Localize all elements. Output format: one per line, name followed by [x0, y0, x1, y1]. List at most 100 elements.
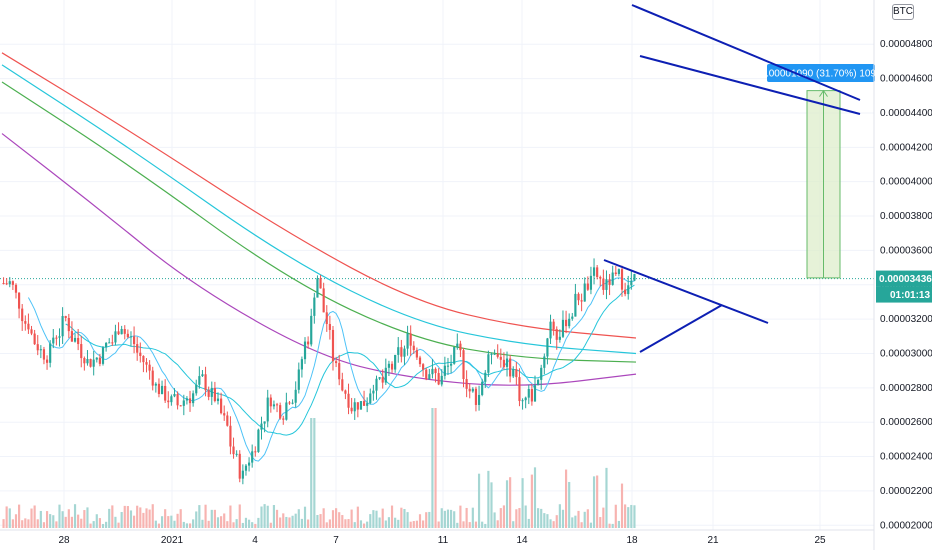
volume-bar [123, 505, 126, 528]
candle-body [45, 359, 49, 363]
volume-bar [362, 523, 366, 528]
candle-body [77, 337, 80, 345]
volume-bar [21, 520, 24, 528]
y-tick-label: 0.00004800 [880, 39, 932, 50]
candle-body [390, 363, 394, 370]
volume-bar [543, 513, 546, 528]
volume-bar [108, 508, 111, 528]
volume-bar [505, 480, 509, 528]
volume-bar [173, 520, 176, 528]
volume-bar [55, 521, 58, 528]
volume-bar [328, 519, 331, 528]
candle-body [294, 389, 297, 403]
volume-bar [509, 477, 512, 528]
volume-bar [499, 508, 502, 528]
candle-body [403, 348, 406, 357]
candle-body [512, 369, 515, 377]
y-tick-label: 0.00003600 [880, 245, 932, 256]
volume-bar [568, 481, 571, 528]
volume-bar [449, 509, 453, 528]
volume-bar [319, 514, 322, 528]
candle-body [123, 329, 126, 334]
volume-bar [207, 520, 210, 528]
candle-body [92, 359, 95, 367]
volume-bar [83, 510, 86, 528]
volume-bar [294, 513, 297, 528]
volume-bar [204, 504, 207, 528]
volume-bar [434, 408, 437, 528]
y-tick-label: 0.00004000 [880, 177, 932, 188]
volume-bar [167, 516, 170, 528]
candle-body [220, 398, 223, 414]
candle-body [496, 353, 499, 357]
volume-bar [36, 519, 39, 528]
volume-bar [521, 478, 524, 528]
moving-averages [1, 52, 637, 462]
volume-bar [223, 513, 226, 528]
volume-bar [518, 508, 521, 528]
volume-bar [220, 516, 223, 528]
grid [0, 0, 874, 530]
y-tick-label: 0.00002200 [880, 486, 932, 497]
candle-body [605, 279, 608, 290]
candle-body [14, 284, 18, 293]
candle-body [499, 356, 502, 360]
volume-bar [577, 510, 580, 528]
candle-body [540, 367, 543, 380]
y-tick-label: 0.00003200 [880, 314, 932, 325]
candle-body [543, 356, 546, 368]
volume-bar [437, 521, 440, 528]
volume-bar [282, 513, 285, 528]
candle-body [527, 389, 530, 398]
candle-body [210, 387, 213, 397]
volume-bar [456, 522, 459, 528]
candle-body [580, 300, 583, 302]
candle-body [409, 333, 412, 346]
x-tick-label: 2021 [161, 535, 184, 546]
moving-average-line [1, 81, 637, 363]
volume-bar [27, 519, 30, 528]
trendlines[interactable] [603, 4, 861, 353]
candle-body [533, 385, 537, 402]
candle-body [369, 393, 372, 404]
candle-body [129, 336, 133, 338]
candle-body [288, 402, 291, 404]
volume-bar [210, 509, 213, 528]
volume-bar [381, 508, 384, 528]
volume-bar [154, 520, 157, 528]
candle-body [201, 374, 204, 377]
candle-body [213, 387, 216, 402]
volume-bar [338, 512, 341, 528]
volume-bar [490, 482, 493, 528]
candle-body [316, 278, 319, 298]
candle-body [195, 384, 198, 394]
candle-body [30, 329, 33, 334]
measure-tool[interactable]: 0.00001090 (31.70%) 1090 [760, 64, 882, 279]
candle-body [36, 344, 39, 351]
volume-bar [422, 520, 425, 528]
volume-bar [418, 514, 422, 528]
candle-body [453, 347, 456, 364]
volume-bar [552, 521, 555, 528]
candle-body [139, 352, 142, 356]
currency-badge[interactable]: BTC [892, 4, 914, 20]
candle-body [599, 277, 602, 279]
candle-body [381, 377, 384, 383]
volume-bar [409, 521, 412, 528]
candle-body [344, 390, 347, 394]
candle-body [561, 319, 565, 337]
volume-bar [465, 507, 468, 528]
candle-body [117, 331, 120, 335]
y-tick-label: 0.00003000 [880, 348, 932, 359]
candle-body [192, 393, 195, 404]
candle-body [266, 397, 269, 422]
trendline [639, 304, 723, 353]
candle-body [437, 373, 440, 385]
volume-bar [58, 504, 61, 528]
candle-body [198, 376, 201, 385]
volume-bar [331, 510, 335, 528]
volume-bar [14, 514, 18, 528]
candle-body [226, 415, 229, 426]
